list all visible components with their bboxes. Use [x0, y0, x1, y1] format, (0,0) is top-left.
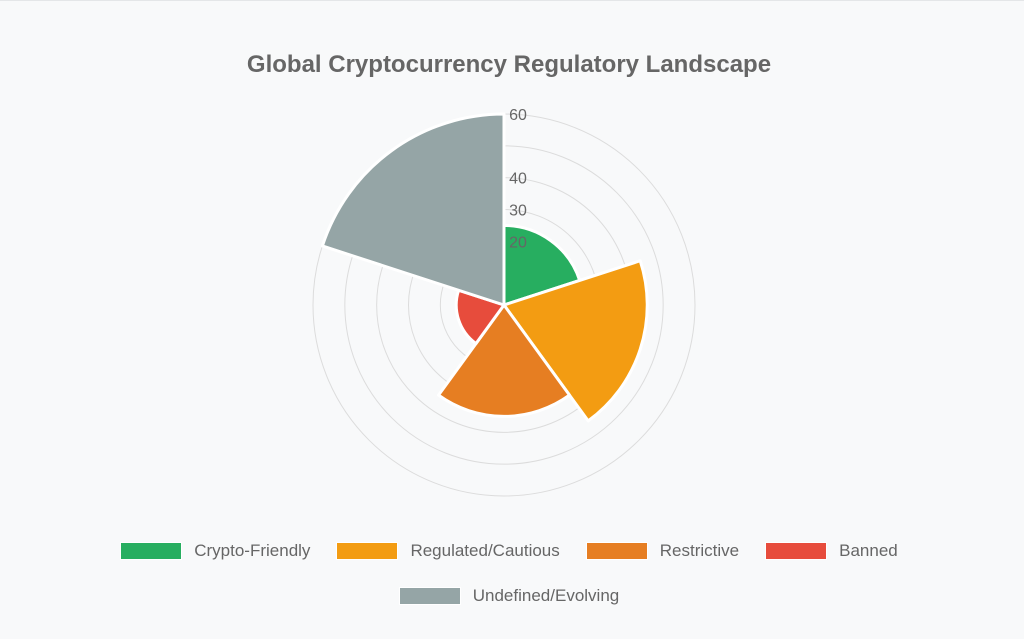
legend-item[interactable]: Regulated/Cautious: [336, 541, 560, 561]
tick-label-group: 20 30 40 60: [509, 107, 527, 251]
r-tick-label: 30: [509, 203, 527, 220]
legend-row: Crypto-Friendly Regulated/Cautious Restric…: [0, 533, 1018, 569]
slice-banned[interactable]: [454, 288, 506, 346]
legend-item[interactable]: Restrictive: [585, 541, 740, 561]
legend-label: Regulated/Cautious: [410, 541, 560, 560]
legend-label: Undefined/Evolving: [472, 586, 620, 605]
legend-item[interactable]: Banned: [765, 541, 898, 561]
legend-swatch: [765, 542, 828, 560]
legend-item[interactable]: Undefined/Evolving: [398, 586, 620, 606]
legend-label: Crypto-Friendly: [194, 541, 311, 560]
r-tick-label: 40: [509, 171, 527, 188]
slice-undefined-evolving[interactable]: [320, 112, 506, 307]
legend-item[interactable]: Crypto-Friendly: [120, 541, 310, 561]
legend-swatch: [120, 542, 183, 560]
legend-label: Banned: [839, 541, 898, 560]
legend: Crypto-Friendly Regulated/Cautious Restric…: [0, 533, 1018, 623]
legend-row: Undefined/Evolving: [0, 578, 1018, 614]
slice-group: [320, 112, 649, 423]
legend-swatch: [398, 587, 461, 605]
r-tick-label: 20: [509, 234, 527, 251]
chart-title: Global Cryptocurrency Regulatory Landsca…: [246, 51, 772, 78]
legend-label: Restrictive: [659, 541, 740, 560]
slice-regulated-cautious[interactable]: [502, 259, 649, 423]
r-tick-label: 60: [509, 107, 527, 124]
legend-swatch: [585, 542, 648, 560]
legend-swatch: [336, 542, 399, 560]
slice-restrictive[interactable]: [437, 303, 571, 418]
